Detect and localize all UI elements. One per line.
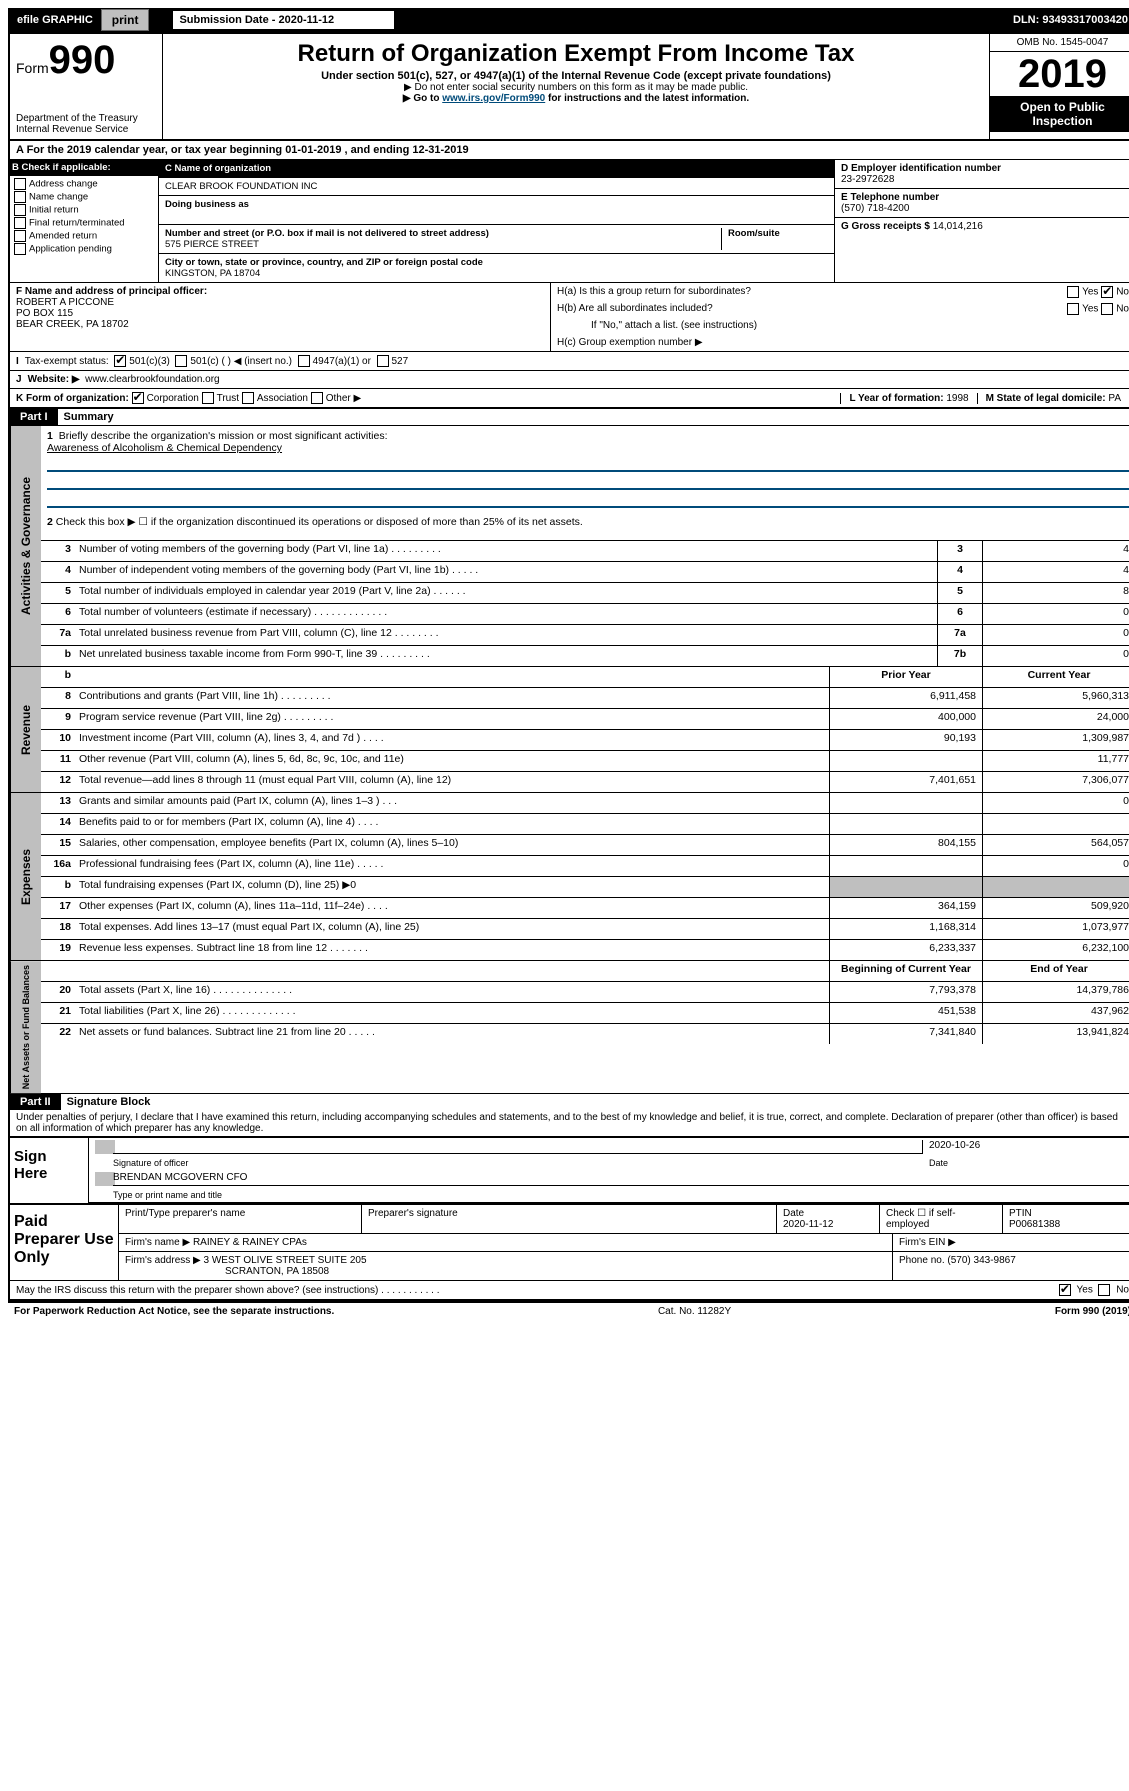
form-container: Form990 Department of the Treasury Inter… (8, 32, 1129, 1302)
line-15: 15 Salaries, other compensation, employe… (41, 835, 1129, 856)
netassets-section: Net Assets or Fund Balances Beginning of… (10, 960, 1129, 1093)
top-bar: efile GRAPHIC print Submission Date - 20… (8, 8, 1129, 32)
omb-number: OMB No. 1545-0047 (990, 34, 1129, 52)
paid-preparer-section: Paid Preparer Use Only Print/Type prepar… (10, 1203, 1129, 1280)
subtitle-2: ▶ Do not enter social security numbers o… (169, 82, 983, 93)
discuss-no[interactable] (1098, 1284, 1110, 1296)
perjury-statement: Under penalties of perjury, I declare th… (10, 1110, 1129, 1136)
form-header: Form990 Department of the Treasury Inter… (10, 34, 1129, 141)
section-fh: F Name and address of principal officer:… (10, 283, 1129, 352)
dln-label: DLN: 93493317003420 (1005, 11, 1129, 29)
line-16a: 16a Professional fundraising fees (Part … (41, 856, 1129, 877)
form-990-label: Form990 (16, 38, 156, 83)
line-7b: b Net unrelated business taxable income … (41, 646, 1129, 666)
chk-initial-return[interactable]: Initial return (14, 204, 154, 216)
col-d-ids: D Employer identification number23-29726… (834, 160, 1129, 282)
org-street: 575 PIERCE STREET (165, 239, 259, 250)
sign-arrow-icon (95, 1140, 115, 1154)
row-j-website: JWebsite: ▶ www.clearbrookfoundation.org (10, 371, 1129, 389)
paperwork-notice: For Paperwork Reduction Act Notice, see … (14, 1306, 334, 1317)
irs-label: Internal Revenue Service (16, 124, 156, 135)
sign-arrow-icon-2 (95, 1172, 115, 1186)
officer-name: ROBERT A PICCONE (16, 297, 114, 308)
line-17: 17 Other expenses (Part IX, column (A), … (41, 898, 1129, 919)
side-netassets: Net Assets or Fund Balances (10, 961, 41, 1093)
org-name: CLEAR BROOK FOUNDATION INC (165, 181, 828, 192)
subtitle-3: ▶ Go to www.irs.gov/Form990 for instruct… (169, 93, 983, 104)
part-i-header: Part I Summary (10, 408, 1129, 425)
print-button[interactable]: print (101, 9, 150, 31)
gross-receipts: 14,014,216 (933, 221, 983, 232)
part-ii-header: Part II Signature Block (10, 1093, 1129, 1110)
sign-here-label: Sign Here (10, 1138, 89, 1203)
col-b-checkboxes: B Check if applicable: Address change Na… (10, 160, 159, 282)
side-governance: Activities & Governance (10, 426, 41, 666)
discuss-yes[interactable] (1059, 1284, 1071, 1296)
signature-section: Sign Here 2020-10-26 Signature of office… (10, 1136, 1129, 1203)
side-revenue: Revenue (10, 667, 41, 792)
form-footer: Form 990 (2019) (1055, 1306, 1129, 1317)
ein: 23-2972628 (841, 174, 1129, 185)
phone: (570) 718-4200 (841, 203, 1129, 214)
cat-no: Cat. No. 11282Y (658, 1306, 731, 1317)
line-b: b Total fundraising expenses (Part IX, c… (41, 877, 1129, 898)
line-22: 22 Net assets or fund balances. Subtract… (41, 1024, 1129, 1044)
preparer-phone: (570) 343-9867 (947, 1255, 1015, 1266)
chk-501c3[interactable] (114, 355, 126, 367)
chk-final-return[interactable]: Final return/terminated (14, 217, 154, 229)
chk-name-change[interactable]: Name change (14, 191, 154, 203)
line-4: 4 Number of independent voting members o… (41, 562, 1129, 583)
chk-address-change[interactable]: Address change (14, 178, 154, 190)
mission-text: Awareness of Alcoholism & Chemical Depen… (47, 442, 282, 454)
line-5: 5 Total number of individuals employed i… (41, 583, 1129, 604)
open-inspection: Open to Public Inspection (990, 96, 1129, 132)
org-city: KINGSTON, PA 18704 (165, 268, 260, 279)
line-7a: 7a Total unrelated business revenue from… (41, 625, 1129, 646)
section-bcd: B Check if applicable: Address change Na… (10, 160, 1129, 283)
chk-application-pending[interactable]: Application pending (14, 243, 154, 255)
line-14: 14 Benefits paid to or for members (Part… (41, 814, 1129, 835)
row-a-period: A For the 2019 calendar year, or tax yea… (10, 141, 1129, 160)
irs-link[interactable]: www.irs.gov/Form990 (442, 93, 545, 104)
efile-label: efile GRAPHIC (9, 11, 101, 29)
line-6: 6 Total number of volunteers (estimate i… (41, 604, 1129, 625)
line-21: 21 Total liabilities (Part X, line 26) .… (41, 1003, 1129, 1024)
line-12: 12 Total revenue—add lines 8 through 11 … (41, 772, 1129, 792)
revenue-section: Revenue b Prior Year Current Year 8 Cont… (10, 666, 1129, 792)
form-title: Return of Organization Exempt From Incom… (169, 40, 983, 68)
officer-print-name: BRENDAN MCGOVERN CFO (113, 1172, 247, 1183)
footer: For Paperwork Reduction Act Notice, see … (8, 1302, 1129, 1320)
line-10: 10 Investment income (Part VIII, column … (41, 730, 1129, 751)
expenses-section: Expenses 13 Grants and similar amounts p… (10, 792, 1129, 960)
col-c-org-info: C Name of organization CLEAR BROOK FOUND… (159, 160, 834, 282)
subtitle-1: Under section 501(c), 527, or 4947(a)(1)… (169, 70, 983, 82)
tax-year: 2019 (990, 52, 1129, 96)
ptin: P00681388 (1009, 1219, 1060, 1230)
line-13: 13 Grants and similar amounts paid (Part… (41, 793, 1129, 814)
governance-section: Activities & Governance 1 Briefly descri… (10, 425, 1129, 666)
submission-date: Submission Date - 2020-11-12 (173, 11, 394, 29)
line-8: 8 Contributions and grants (Part VIII, l… (41, 688, 1129, 709)
line-20: 20 Total assets (Part X, line 16) . . . … (41, 982, 1129, 1003)
chk-amended-return[interactable]: Amended return (14, 230, 154, 242)
line-18: 18 Total expenses. Add lines 13–17 (must… (41, 919, 1129, 940)
row-i-tax-status: ITax-exempt status: 501(c)(3) 501(c) ( )… (10, 352, 1129, 371)
paid-preparer-label: Paid Preparer Use Only (10, 1205, 119, 1280)
row-klm: K Form of organization: Corporation Trus… (10, 389, 1129, 408)
line-9: 9 Program service revenue (Part VIII, li… (41, 709, 1129, 730)
dept-label: Department of the Treasury (16, 113, 156, 124)
sign-date: 2020-10-26 (929, 1140, 980, 1151)
firm-name: RAINEY & RAINEY CPAs (193, 1237, 307, 1248)
line-11: 11 Other revenue (Part VIII, column (A),… (41, 751, 1129, 772)
website: www.clearbrookfoundation.org (85, 374, 220, 385)
discuss-row: May the IRS discuss this return with the… (10, 1280, 1129, 1300)
line-19: 19 Revenue less expenses. Subtract line … (41, 940, 1129, 960)
line-3: 3 Number of voting members of the govern… (41, 541, 1129, 562)
side-expenses: Expenses (10, 793, 41, 960)
